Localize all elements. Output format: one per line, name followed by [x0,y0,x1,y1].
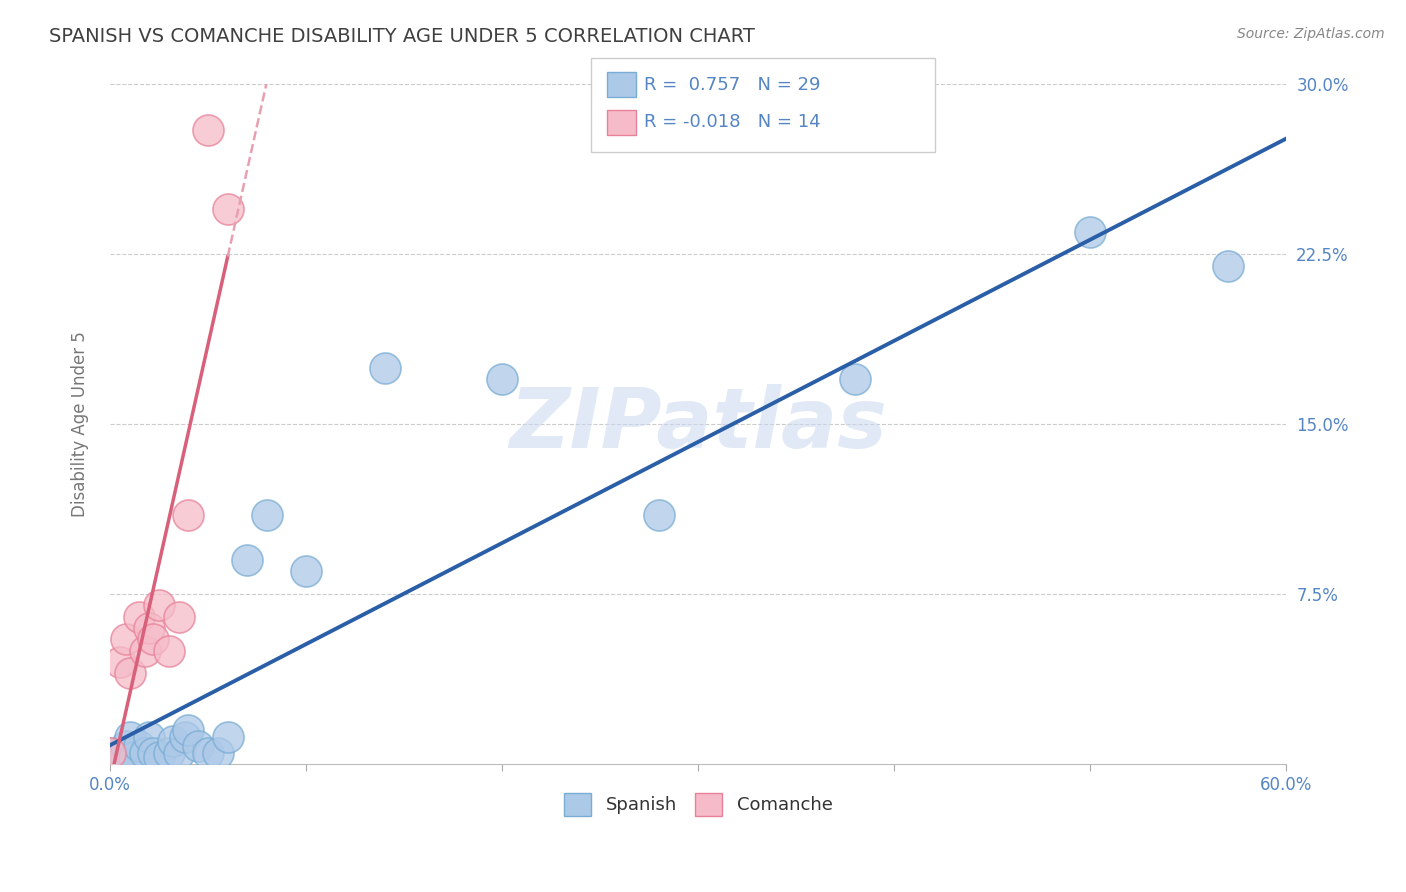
Point [1216,259,1239,273]
Text: R = -0.018   N = 14: R = -0.018 N = 14 [644,113,821,131]
Point [167,746,190,760]
Point [134,746,156,760]
Point [122,750,145,764]
Point [491,372,513,386]
Point [187,739,209,753]
Point [157,746,180,760]
Point [217,730,239,744]
Point [108,655,131,669]
Point [197,746,219,760]
Text: ZIPatlas: ZIPatlas [509,384,887,465]
Point [167,609,190,624]
Point [177,508,200,522]
Point [148,599,170,613]
Point [236,553,259,567]
Point [374,360,396,375]
Point [98,746,121,760]
Point [138,730,160,744]
Point [217,202,239,216]
Point [98,746,121,760]
Point [118,730,141,744]
Point [118,666,141,681]
Text: SPANISH VS COMANCHE DISABILITY AGE UNDER 5 CORRELATION CHART: SPANISH VS COMANCHE DISABILITY AGE UNDER… [49,27,755,45]
Point [142,632,165,647]
Point [295,565,318,579]
Point [128,739,150,753]
Point [138,621,160,635]
Point [142,746,165,760]
Point [173,730,195,744]
Point [207,746,229,760]
Point [118,746,141,760]
Point [148,750,170,764]
Text: R =  0.757   N = 29: R = 0.757 N = 29 [644,76,821,94]
Point [197,122,219,136]
Point [844,372,866,386]
Point [648,508,671,522]
Y-axis label: Disability Age Under 5: Disability Age Under 5 [72,331,89,517]
Point [1080,225,1102,239]
Point [177,723,200,737]
Text: Source: ZipAtlas.com: Source: ZipAtlas.com [1237,27,1385,41]
Point [114,739,136,753]
Point [162,734,184,748]
Legend: Spanish, Comanche: Spanish, Comanche [557,786,839,822]
Point [134,643,156,657]
Point [108,750,131,764]
Point [256,508,278,522]
Point [128,609,150,624]
Point [157,643,180,657]
Point [114,632,136,647]
